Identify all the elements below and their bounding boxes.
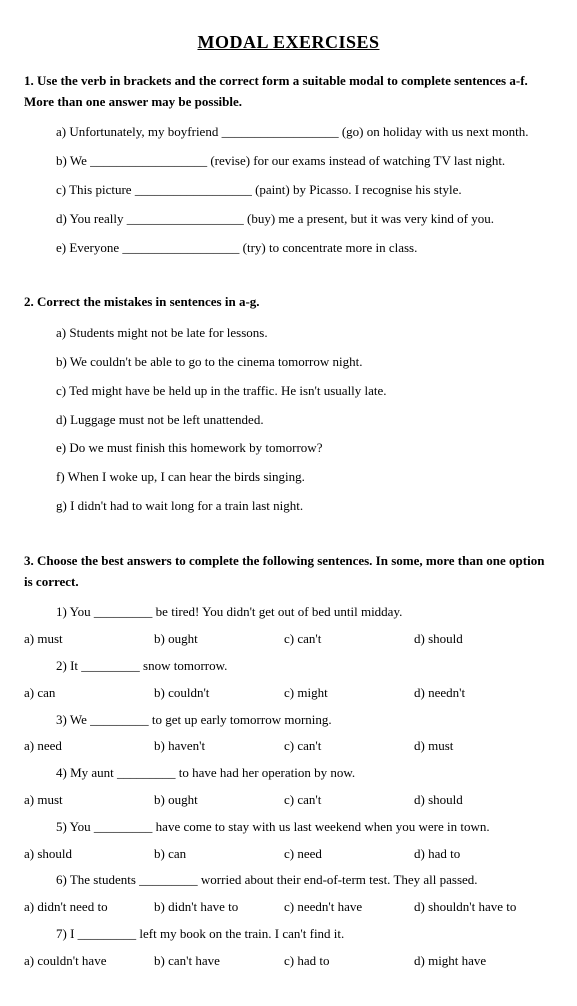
q3-option-d: d) had to [414,844,544,865]
q1-item: c) This picture __________________ (pain… [56,180,553,201]
q1-item: d) You really __________________ (buy) m… [56,209,553,230]
q3-options: a) should b) can c) need d) had to [24,844,553,865]
q3-option-b: b) ought [154,629,284,650]
q3-option-a: a) should [24,844,154,865]
q3-question: 7) I _________ left my book on the train… [56,924,553,945]
q3-option-b: b) couldn't [154,683,284,704]
q3-instruction: 3. Choose the best answers to complete t… [24,551,553,593]
q3-question: 4) My aunt _________ to have had her ope… [56,763,553,784]
q3-options: a) can b) couldn't c) might d) needn't [24,683,553,704]
q3-option-d: d) should [414,629,544,650]
q3-question: 6) The students _________ worried about … [56,870,553,891]
q2-item: c) Ted might have be held up in the traf… [56,381,553,402]
q3-option-b: b) ought [154,790,284,811]
q3-option-b: b) haven't [154,736,284,757]
q2-item: d) Luggage must not be left unattended. [56,410,553,431]
q3-option-b: b) can [154,844,284,865]
q3-question: 2) It _________ snow tomorrow. [56,656,553,677]
q3-option-d: d) might have [414,951,544,972]
q3-option-d: d) needn't [414,683,544,704]
q3-option-c: c) can't [284,629,414,650]
q2-item: e) Do we must finish this homework by to… [56,438,553,459]
q3-option-c: c) can't [284,790,414,811]
q1-item: a) Unfortunately, my boyfriend _________… [56,122,553,143]
q3-option-b: b) didn't have to [154,897,284,918]
q3-option-a: a) must [24,790,154,811]
q1-instruction: 1. Use the verb in brackets and the corr… [24,71,553,113]
q2-item: b) We couldn't be able to go to the cine… [56,352,553,373]
q3-option-a: a) need [24,736,154,757]
q1-item: b) We __________________ (revise) for ou… [56,151,553,172]
q3-option-c: c) needn't have [284,897,414,918]
q3-options: a) must b) ought c) can't d) should [24,790,553,811]
q3-options: a) didn't need to b) didn't have to c) n… [24,897,553,918]
q3-option-a: a) couldn't have [24,951,154,972]
q2-item: a) Students might not be late for lesson… [56,323,553,344]
q3-option-d: d) must [414,736,544,757]
q3-option-c: c) need [284,844,414,865]
q3-option-c: c) might [284,683,414,704]
q3-option-c: c) can't [284,736,414,757]
q3-option-a: a) must [24,629,154,650]
q3-options: a) need b) haven't c) can't d) must [24,736,553,757]
q3-question: 1) You _________ be tired! You didn't ge… [56,602,553,623]
q3-options: a) must b) ought c) can't d) should [24,629,553,650]
page-title: MODAL EXERCISES [24,28,553,57]
q3-option-a: a) can [24,683,154,704]
q2-instruction: 2. Correct the mistakes in sentences in … [24,292,553,313]
q2-item: f) When I woke up, I can hear the birds … [56,467,553,488]
q3-question: 5) You _________ have come to stay with … [56,817,553,838]
q1-item: e) Everyone __________________ (try) to … [56,238,553,259]
q3-option-d: d) shouldn't have to [414,897,544,918]
q3-options: a) couldn't have b) can't have c) had to… [24,951,553,972]
q3-option-d: d) should [414,790,544,811]
q3-option-b: b) can't have [154,951,284,972]
q2-item: g) I didn't had to wait long for a train… [56,496,553,517]
q3-option-c: c) had to [284,951,414,972]
q3-question: 3) We _________ to get up early tomorrow… [56,710,553,731]
q3-option-a: a) didn't need to [24,897,154,918]
